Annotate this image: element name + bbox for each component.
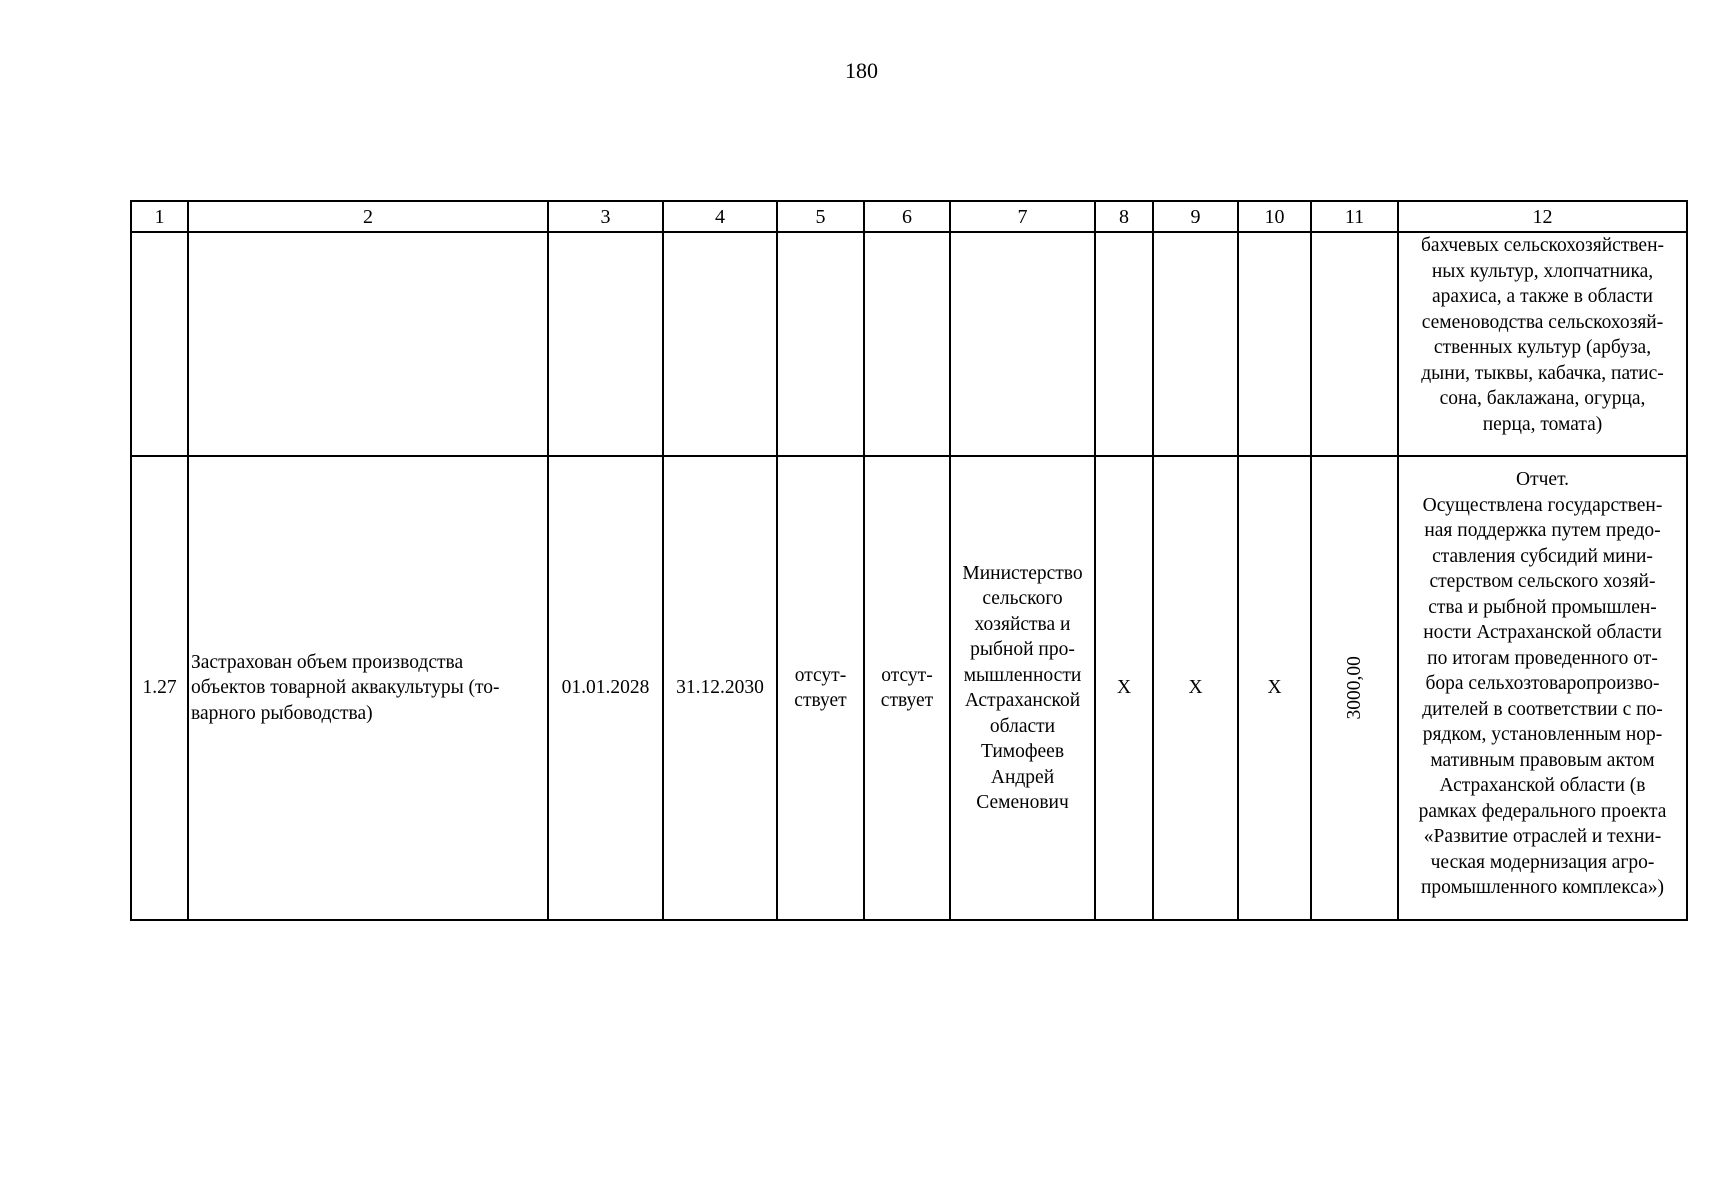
table-cell: X [1152, 455, 1239, 921]
column-header: 4 [662, 200, 778, 233]
table-cell-start-date: 01.01.2028 [547, 455, 664, 921]
table-row: бахчевых сельскохозяйствен- ных культур,… [130, 231, 1688, 457]
table-cell [130, 231, 189, 457]
column-header: 11 [1310, 200, 1399, 233]
table-cell [1152, 231, 1239, 457]
page-number: 180 [845, 58, 878, 83]
table-cell [863, 231, 951, 457]
table-cell-end-date: 31.12.2030 [662, 455, 778, 921]
table-cell: X [1094, 455, 1154, 921]
column-header: 9 [1152, 200, 1239, 233]
table-cell-responsible: Министерство сельского хозяйства и рыбно… [949, 455, 1096, 921]
table-cell [662, 231, 778, 457]
row-number: 1.27 [130, 455, 189, 921]
table-cell-description: бахчевых сельскохозяйствен- ных культур,… [1397, 231, 1688, 457]
table-cell [547, 231, 664, 457]
table-cell: отсут- ствует [776, 455, 865, 921]
column-header: 8 [1094, 200, 1154, 233]
table-cell-amount: 3000,00 [1310, 455, 1399, 921]
column-header: 3 [547, 200, 664, 233]
table-cell [187, 231, 549, 457]
column-header: 6 [863, 200, 951, 233]
column-header: 2 [187, 200, 549, 233]
amount-value: 3000,00 [1343, 656, 1365, 720]
column-header: 7 [949, 200, 1096, 233]
table-cell [1094, 231, 1154, 457]
table-cell [1310, 231, 1399, 457]
column-header: 1 [130, 200, 189, 233]
table-cell: X [1237, 455, 1312, 921]
column-header: 12 [1397, 200, 1688, 233]
column-header: 10 [1237, 200, 1312, 233]
table-cell: отсут- ствует [863, 455, 951, 921]
data-table: 1 2 3 4 5 6 7 8 9 10 11 12 бахчевых сель… [130, 200, 1688, 921]
table-cell-description: Отчет. Осуществлена государствен- ная по… [1397, 455, 1688, 921]
header-row: 1 2 3 4 5 6 7 8 9 10 11 12 [130, 200, 1688, 233]
column-header: 5 [776, 200, 865, 233]
table-cell [1237, 231, 1312, 457]
table-cell [949, 231, 1096, 457]
table-cell-name: Застрахован объем производства объектов … [187, 455, 549, 921]
table-row: 1.27 Застрахован объем производства объе… [130, 455, 1688, 921]
table-cell [776, 231, 865, 457]
